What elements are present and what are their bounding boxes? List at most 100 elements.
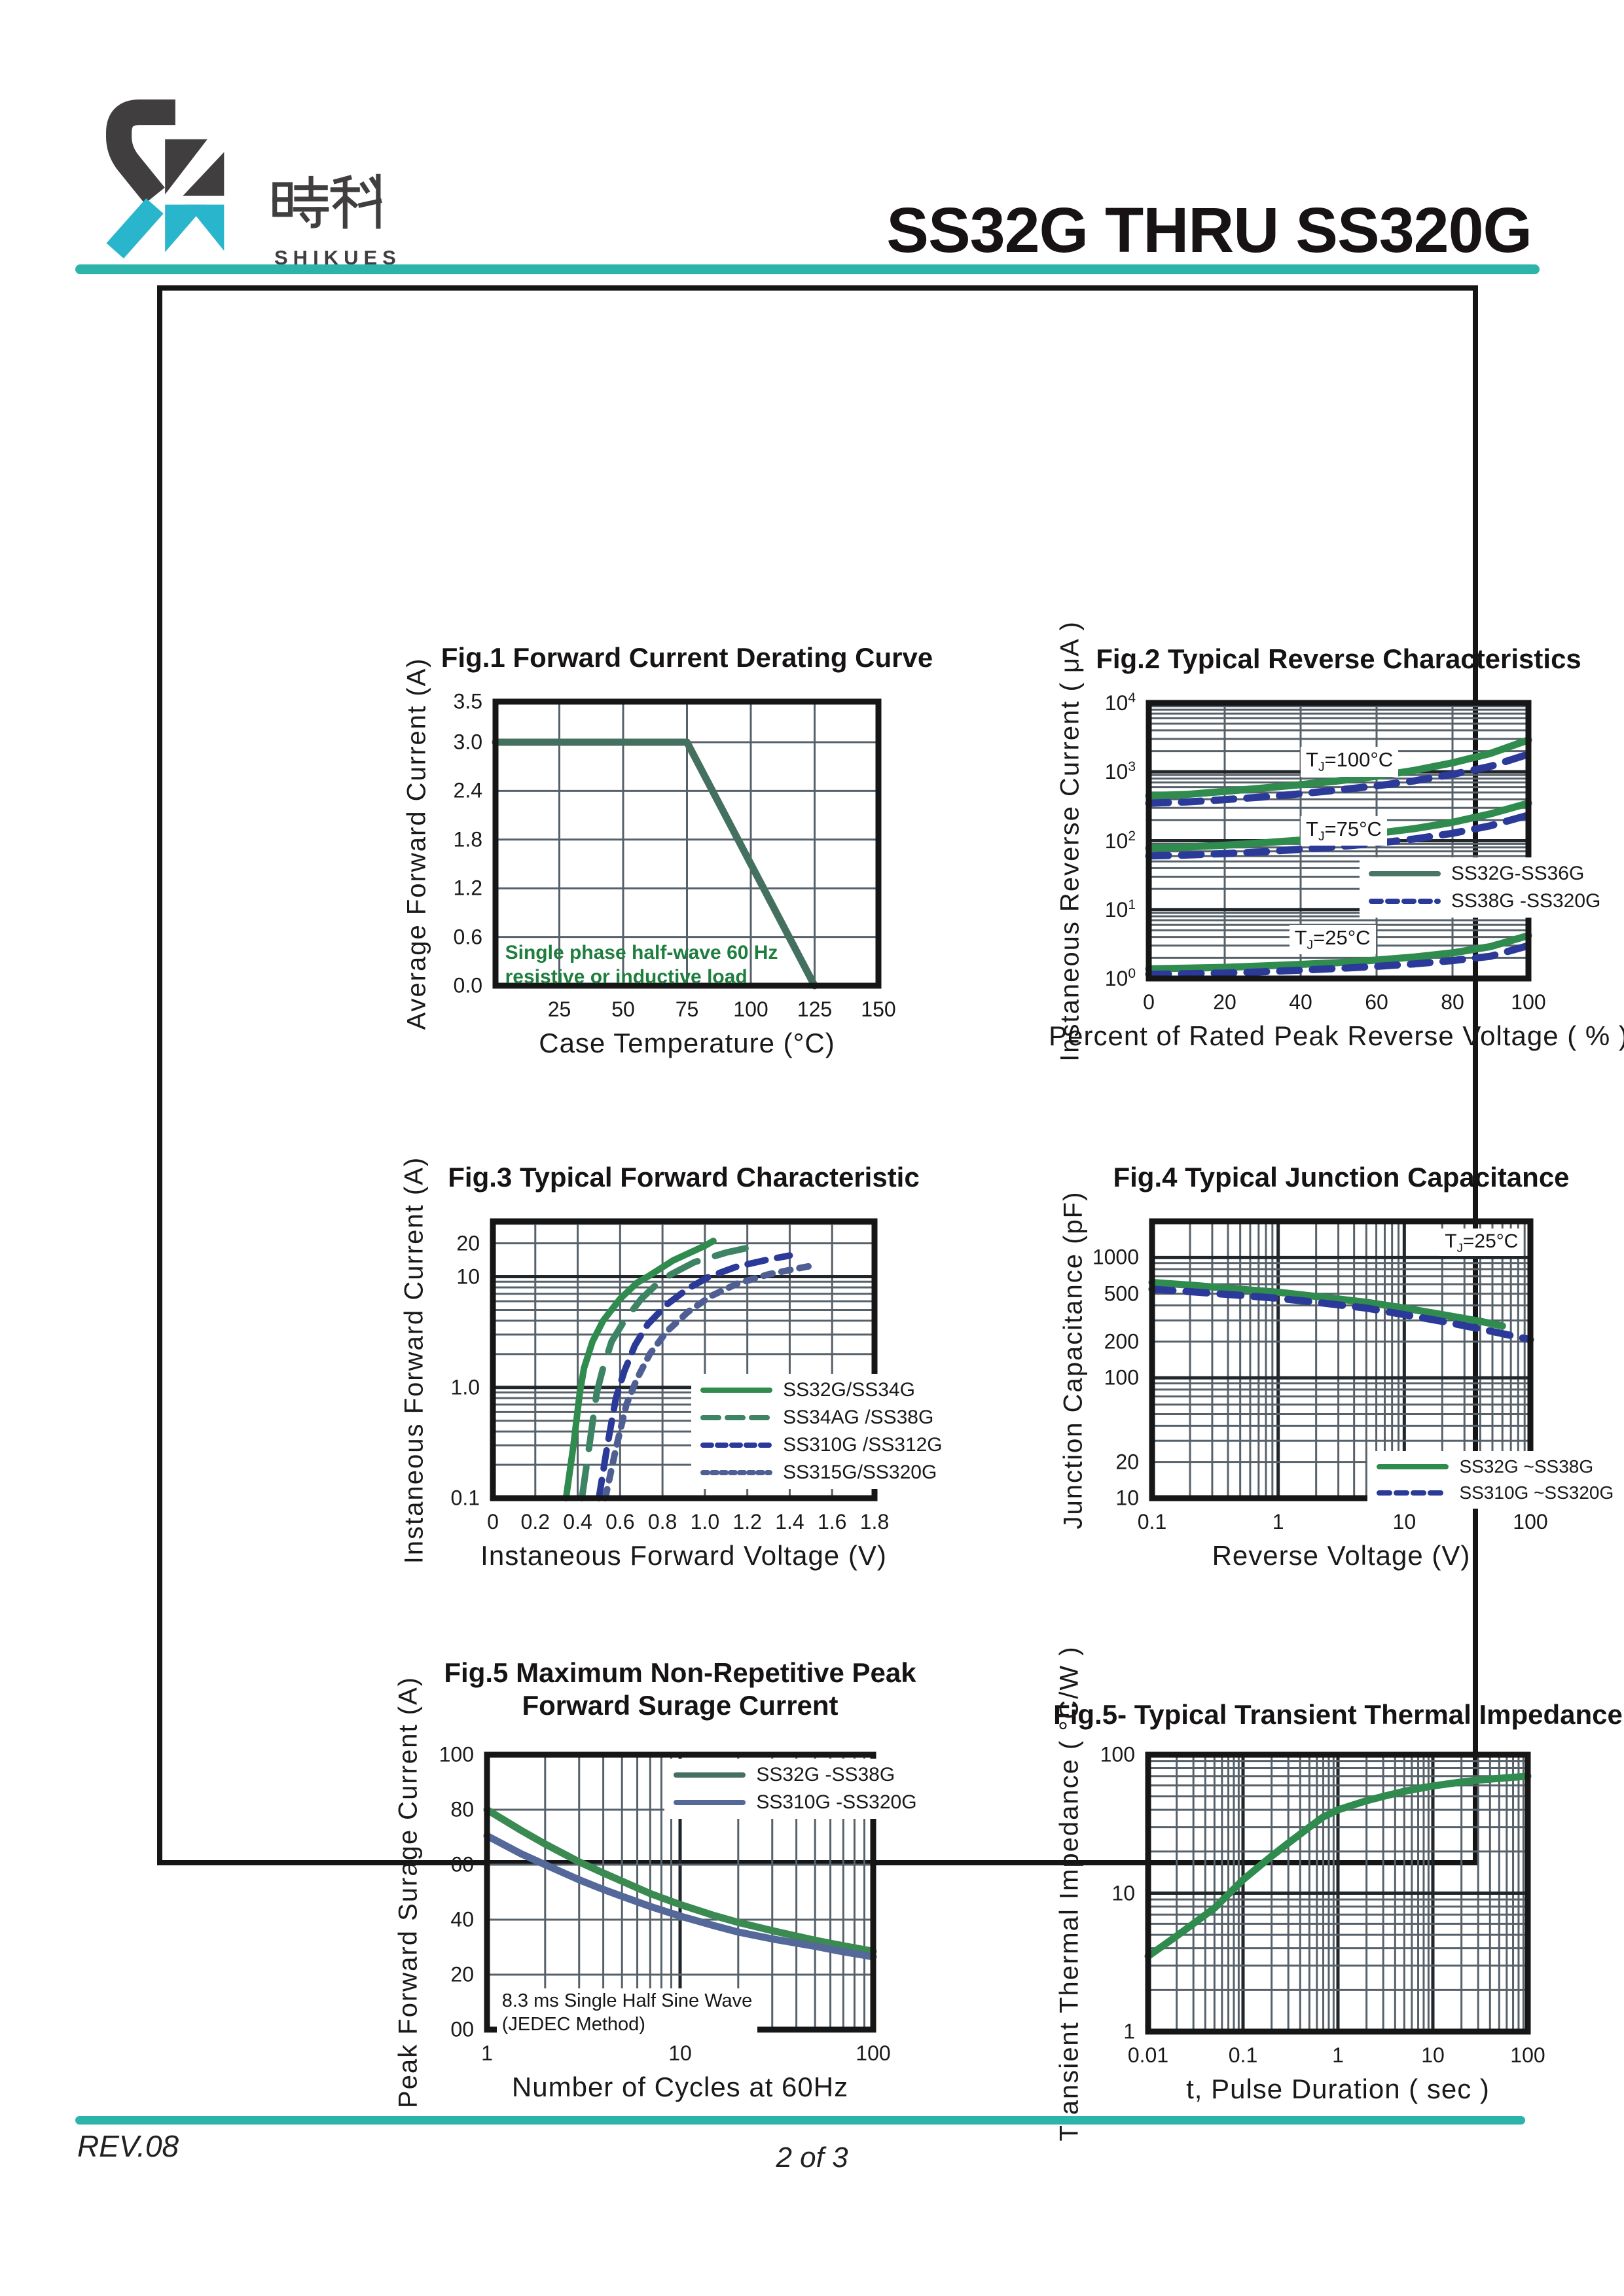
x-tick-label: 0.4 bbox=[563, 1510, 592, 1534]
fig5-y-axis-label: Peak Forward Surage Current (A) bbox=[393, 1676, 423, 2109]
y-tick-label: 1 bbox=[1123, 2019, 1135, 2043]
x-tick-label: 20 bbox=[1213, 990, 1236, 1014]
legend-entry: SS310G /SS312G bbox=[700, 1434, 943, 1456]
y-tick-label: 1000 bbox=[1092, 1245, 1139, 1269]
y-tick-label: 101 bbox=[1104, 897, 1136, 922]
x-tick-label: 100 bbox=[1511, 990, 1546, 1014]
x-tick-label: 1.6 bbox=[817, 1510, 847, 1534]
legend-line-swatch bbox=[700, 1387, 773, 1393]
x-tick-label: 40 bbox=[1289, 990, 1312, 1014]
y-tick-label: 20 bbox=[456, 1231, 480, 1255]
x-tick-label: 0.1 bbox=[1137, 1510, 1167, 1534]
y-tick-label: 1.8 bbox=[453, 827, 482, 852]
chart-annotation: TJ=100°C bbox=[1301, 747, 1399, 777]
legend-entry: SS310G -SS320G bbox=[674, 1791, 917, 1814]
x-tick-label: 10 bbox=[1421, 2043, 1445, 2067]
y-tick-label: 100 bbox=[1104, 1365, 1139, 1390]
x-tick-label: 100 bbox=[856, 2041, 891, 2065]
page-number: 2 of 3 bbox=[776, 2142, 848, 2174]
y-tick-label: 20 bbox=[1115, 1450, 1139, 1474]
fig4-title: Fig.4 Typical Junction Capacitance bbox=[1113, 1162, 1570, 1193]
fig2-y-axis-label: Instaneous Reverse Current ( μA ) bbox=[1055, 620, 1085, 1062]
x-tick-label: 0.2 bbox=[520, 1510, 550, 1534]
header-rule bbox=[75, 264, 1540, 274]
chart-annotation: TJ=25°C bbox=[1289, 924, 1376, 955]
x-tick-label: 100 bbox=[733, 997, 768, 1021]
chart-legend: SS32G/SS34G SS34AG /SS38G SS310G /SS312G… bbox=[691, 1373, 952, 1489]
x-tick-label: 0 bbox=[1143, 990, 1155, 1014]
fig3-title: Fig.3 Typical Forward Characteristic bbox=[448, 1162, 920, 1193]
chart-legend: SS32G-SS36G SS38G -SS320G bbox=[1359, 857, 1610, 918]
fig5-plot-area: 1 10 100 00 20 40 60 80 100 SS32G -SS38G SS310G … bbox=[439, 1743, 926, 2065]
x-tick-label: 50 bbox=[611, 997, 635, 1021]
brand-logo-icon bbox=[106, 99, 225, 259]
y-tick-label: 104 bbox=[1104, 691, 1136, 715]
fig5b-transient-thermal-impedance-chart: Fig.5- Typical Transient Thermal Impedan… bbox=[1053, 1645, 1623, 2141]
legend-line-swatch bbox=[674, 1772, 746, 1778]
fig4-typical-junction-capacitance-chart: Fig.4 Typical Junction Capacitance 0.1 1 1… bbox=[1059, 1162, 1623, 1571]
x-tick-label: 10 bbox=[668, 2041, 692, 2065]
fig4-y-axis-label: Junction Capacitance (pF) bbox=[1058, 1191, 1088, 1529]
fig5b-y-axis-label: Transient Thermal Impedance ( °C/W ) bbox=[1055, 1645, 1084, 2142]
fig4-x-axis-label: Reverse Voltage (V) bbox=[1212, 1540, 1471, 1571]
page-title: SS32G THRU SS320G bbox=[886, 194, 1532, 266]
fig2-plot-area: 0 20 40 60 80 100 100 101 102 103 104 SS32G-SS36G … bbox=[1105, 691, 1610, 1014]
legend-line-swatch bbox=[700, 1442, 773, 1448]
x-tick-label: 80 bbox=[1441, 990, 1464, 1014]
fig5b-plot-area: 0.01 0.1 1 10 100 1 10 100 bbox=[1100, 1743, 1545, 2068]
y-tick-label: 2.4 bbox=[453, 778, 482, 802]
chart-annotation: Single phase half-wave 60 Hz resistive or… bbox=[505, 941, 778, 988]
x-tick-label: 10 bbox=[1392, 1510, 1416, 1534]
fig3-x-axis-label: Instaneous Forward Voltage (V) bbox=[480, 1540, 887, 1571]
x-tick-label: 75 bbox=[675, 997, 699, 1021]
legend-entry: SS32G ~SS38G bbox=[1377, 1456, 1614, 1477]
legend-entry: SS310G ~SS320G bbox=[1377, 1482, 1614, 1503]
y-tick-label: 100 bbox=[1100, 1742, 1135, 1767]
fig5-x-axis-label: Number of Cycles at 60Hz bbox=[511, 2072, 849, 2102]
y-tick-label: 0.1 bbox=[450, 1486, 480, 1510]
legend-entry: SS32G/SS34G bbox=[700, 1379, 943, 1401]
y-tick-label: 100 bbox=[439, 1742, 474, 1767]
y-tick-label: 80 bbox=[450, 1797, 474, 1821]
y-tick-label: 0.0 bbox=[453, 973, 482, 997]
legend-entry: SS315G/SS320G bbox=[700, 1462, 943, 1484]
x-tick-label: 1 bbox=[1272, 1510, 1284, 1534]
fig1-plot-area: 25 50 75 100 125 150 0.0 0.6 1.2 1.8 2.4 3.0 3.5 Sing… bbox=[454, 690, 896, 1022]
y-tick-label: 10 bbox=[456, 1265, 480, 1289]
y-tick-label: 1.2 bbox=[453, 876, 482, 900]
y-tick-label: 100 bbox=[1104, 966, 1136, 990]
legend-line-swatch bbox=[1377, 1464, 1449, 1470]
legend-line-swatch bbox=[700, 1469, 773, 1475]
fig2-x-axis-label: Percent of Rated Peak Reverse Voltage ( … bbox=[1049, 1020, 1624, 1051]
x-tick-label: 1.4 bbox=[775, 1510, 804, 1534]
fig1-y-axis-label: Average Forward Current (A) bbox=[402, 657, 431, 1030]
chart-legend: SS32G -SS38G SS310G -SS320G bbox=[664, 1759, 926, 1820]
y-tick-label: 1.0 bbox=[450, 1375, 480, 1399]
x-tick-label: 125 bbox=[797, 997, 833, 1021]
x-tick-label: 0.01 bbox=[1127, 2043, 1169, 2067]
legend-line-swatch bbox=[1368, 870, 1441, 876]
y-tick-label: 102 bbox=[1104, 828, 1136, 853]
x-tick-label: 1.0 bbox=[690, 1510, 720, 1534]
legend-entry: SS34AG /SS38G bbox=[700, 1407, 943, 1429]
x-tick-label: 0.8 bbox=[647, 1510, 677, 1534]
x-tick-label: 150 bbox=[861, 997, 896, 1021]
x-tick-label: 25 bbox=[547, 997, 571, 1021]
x-tick-label: 0.6 bbox=[605, 1510, 635, 1534]
fig1-title: Fig.1 Forward Current Derating Curve bbox=[441, 642, 933, 673]
legend-line-swatch bbox=[674, 1800, 746, 1806]
y-tick-label: 10 bbox=[1111, 1881, 1135, 1905]
legend-line-swatch bbox=[700, 1414, 773, 1420]
y-tick-label: 00 bbox=[450, 2017, 474, 2041]
x-tick-label: 60 bbox=[1365, 990, 1388, 1014]
chart-legend: SS32G ~SS38G SS310G ~SS320G bbox=[1367, 1451, 1623, 1509]
footer-rule bbox=[75, 2116, 1525, 2125]
y-tick-label: 10 bbox=[1115, 1486, 1139, 1510]
fig5-title: Fig.5 Maximum Non-Repetitive Peak Forwar… bbox=[444, 1657, 916, 1721]
y-tick-label: 3.5 bbox=[453, 689, 482, 713]
x-tick-label: 0 bbox=[487, 1510, 499, 1534]
y-tick-label: 0.6 bbox=[453, 925, 482, 949]
y-tick-label: 3.0 bbox=[453, 730, 482, 754]
legend-entry: SS38G -SS320G bbox=[1368, 890, 1600, 912]
